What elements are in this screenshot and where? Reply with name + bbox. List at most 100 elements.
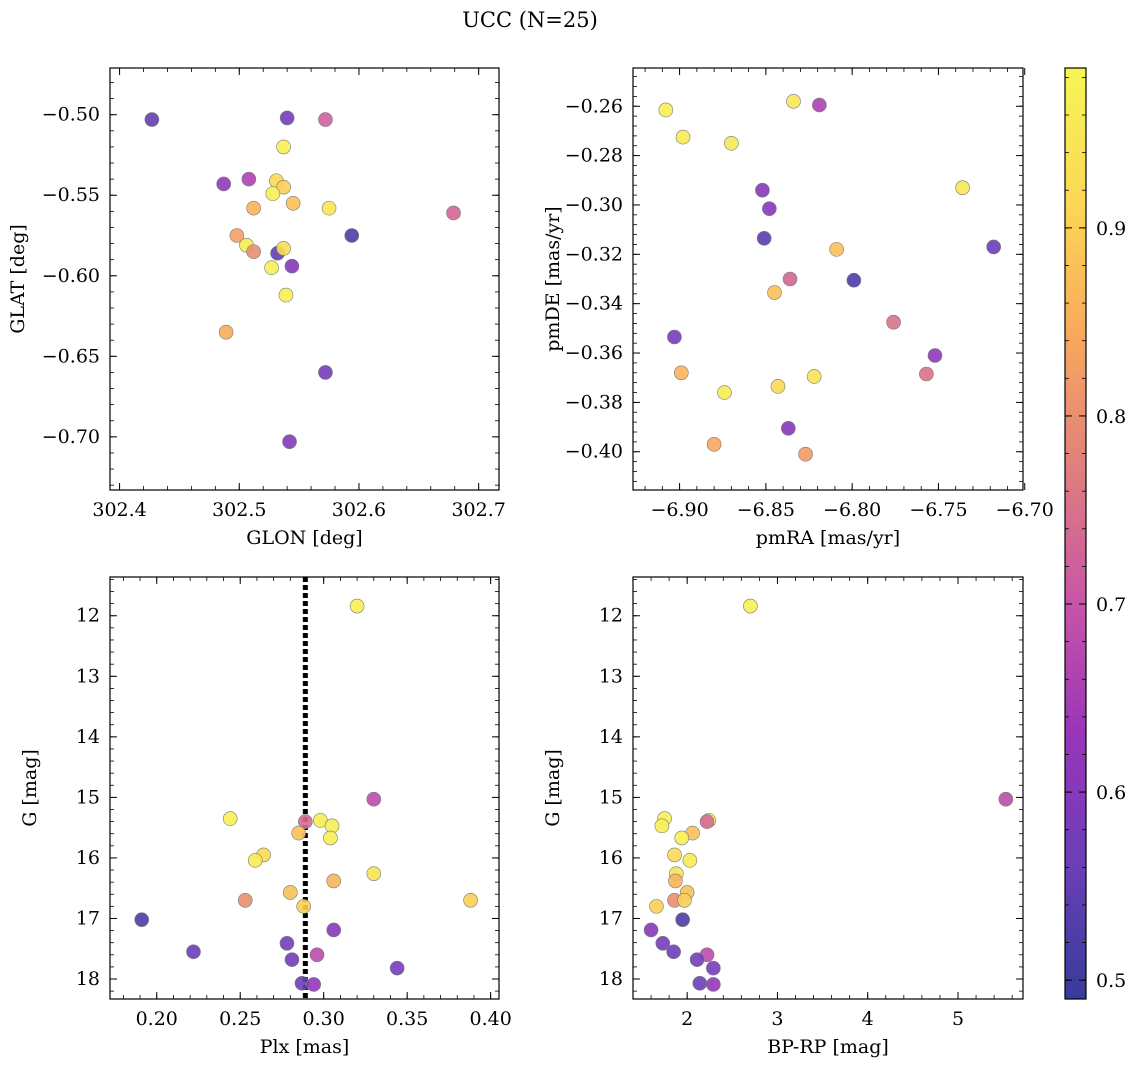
- figure-title: UCC (N=25): [462, 8, 598, 32]
- data-point: [324, 818, 340, 834]
- data-point: [186, 944, 201, 960]
- y-tick-label: 13: [76, 665, 100, 687]
- data-point: [674, 365, 689, 381]
- axes-frame: [632, 576, 1024, 1000]
- x-tick-label: 302.5: [212, 499, 266, 521]
- data-point: [237, 893, 253, 908]
- y-tick-label: −0.32: [565, 243, 623, 265]
- colorbar-tick-label: 0.9: [1096, 218, 1126, 240]
- y-tick-label: 14: [599, 726, 623, 748]
- data-point: [279, 935, 295, 951]
- data-point: [682, 853, 698, 868]
- data-point: [276, 241, 291, 256]
- data-point: [284, 952, 300, 967]
- colorbar-tick-label: 0.8: [1096, 406, 1126, 428]
- data-point: [229, 228, 245, 243]
- data-point: [667, 329, 682, 345]
- y-tick-label: −0.34: [565, 293, 623, 315]
- y-tick-label: −0.65: [42, 345, 100, 367]
- data-point: [276, 139, 291, 155]
- axes-frame: [632, 67, 1024, 491]
- data-point: [318, 112, 333, 127]
- data-point: [144, 112, 160, 127]
- y-tick-label: −0.40: [565, 441, 623, 463]
- y-tick-label: 15: [76, 786, 100, 808]
- y-tick-label: −0.38: [565, 391, 623, 413]
- x-axis-label: Plx [mas]: [260, 1036, 350, 1058]
- data-point: [677, 893, 692, 908]
- data-point: [699, 814, 715, 829]
- data-point: [675, 129, 691, 145]
- data-point: [762, 201, 777, 216]
- data-point: [675, 912, 690, 927]
- data-point: [666, 944, 681, 960]
- y-tick-label: 16: [599, 847, 623, 869]
- x-tick-label: −6.70: [996, 499, 1054, 521]
- data-point: [344, 228, 360, 243]
- x-tick-label: 4: [862, 1008, 874, 1030]
- colorbar: 0.5 0.6 0.7 0.8 0.9: [1064, 67, 1126, 1000]
- data-point: [463, 893, 478, 908]
- data-point: [812, 97, 827, 113]
- data-point: [767, 285, 782, 300]
- x-tick-label: 302.7: [451, 499, 505, 521]
- data-point: [276, 179, 291, 195]
- data-point: [781, 421, 796, 436]
- data-points: [643, 598, 1014, 992]
- data-point: [798, 446, 813, 462]
- scatter-panels: 302.4 302.5 302.6 302.7 −0.50 −0.55 −0.60 −0.65…: [7, 67, 1054, 1058]
- data-point: [291, 825, 306, 841]
- data-point: [782, 271, 798, 287]
- data-points: [658, 94, 1001, 462]
- data-point: [446, 205, 461, 221]
- y-tick-label: 16: [76, 847, 100, 869]
- data-point: [247, 853, 263, 868]
- y-tick-label: 18: [599, 968, 623, 990]
- data-point: [326, 922, 342, 938]
- data-point: [218, 324, 234, 340]
- y-tick-label: −0.70: [42, 426, 100, 448]
- data-point: [246, 244, 261, 259]
- data-point: [756, 230, 772, 246]
- data-point: [692, 975, 708, 991]
- data-points: [134, 598, 478, 992]
- data-point: [306, 977, 321, 992]
- data-point: [717, 385, 732, 400]
- data-point: [279, 110, 295, 126]
- x-tick-label: 0.40: [469, 1008, 511, 1030]
- y-tick-label: 18: [76, 968, 100, 990]
- x-tick-label: 0.30: [303, 1008, 345, 1030]
- data-point: [318, 365, 333, 380]
- data-point: [349, 598, 365, 614]
- panel-pos: 302.4 302.5 302.6 302.7 −0.50 −0.55 −0.60 −0.65…: [7, 67, 506, 549]
- y-axis-label: G [mag]: [19, 749, 41, 827]
- y-tick-label: −0.60: [42, 265, 100, 287]
- data-point: [241, 171, 257, 187]
- x-axis-label: BP-RP [mag]: [767, 1036, 889, 1058]
- data-point: [927, 348, 943, 363]
- y-tick-label: −0.36: [565, 342, 623, 364]
- data-point: [846, 272, 862, 288]
- data-point: [667, 847, 682, 863]
- y-tick-label: 17: [599, 907, 623, 929]
- data-point: [366, 791, 382, 807]
- data-point: [806, 369, 822, 384]
- data-point: [724, 135, 739, 151]
- data-point: [134, 912, 150, 927]
- data-point: [222, 811, 238, 826]
- axes-frame: [109, 67, 500, 491]
- y-tick-label: 12: [76, 605, 100, 627]
- data-point: [278, 287, 294, 303]
- x-tick-label: −6.75: [909, 499, 967, 521]
- data-point: [296, 899, 311, 914]
- data-point: [366, 866, 382, 881]
- y-tick-label: 14: [76, 726, 100, 748]
- data-point: [655, 935, 671, 951]
- colorbar-gradient: [1064, 67, 1087, 1000]
- data-points: [144, 110, 461, 449]
- data-point: [743, 598, 758, 614]
- data-point: [706, 960, 721, 976]
- data-point: [755, 182, 770, 198]
- x-tick-label: 0.25: [219, 1008, 261, 1030]
